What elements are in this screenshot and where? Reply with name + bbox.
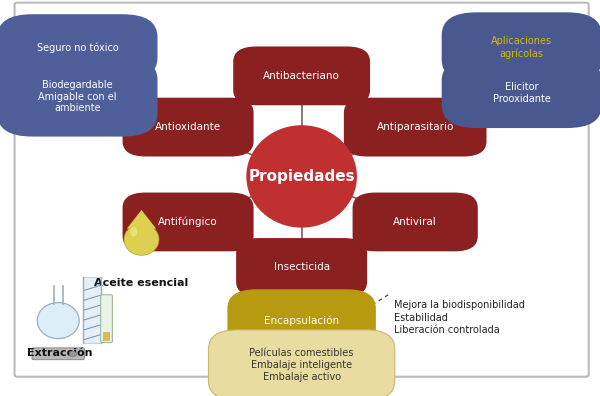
FancyBboxPatch shape <box>0 57 158 137</box>
Text: Antiparasitario: Antiparasitario <box>376 122 454 132</box>
FancyBboxPatch shape <box>442 12 600 82</box>
FancyBboxPatch shape <box>442 58 600 128</box>
FancyBboxPatch shape <box>14 3 589 377</box>
FancyBboxPatch shape <box>122 98 254 156</box>
FancyBboxPatch shape <box>353 192 478 251</box>
Text: Liberación controlada: Liberación controlada <box>394 325 499 335</box>
Text: Antiviral: Antiviral <box>394 217 437 227</box>
Text: Extracción: Extracción <box>27 348 93 358</box>
FancyBboxPatch shape <box>103 332 110 341</box>
Text: Aceite esencial: Aceite esencial <box>94 278 188 287</box>
Ellipse shape <box>124 224 159 255</box>
Ellipse shape <box>69 351 76 357</box>
Text: Antioxidante: Antioxidante <box>155 122 221 132</box>
FancyBboxPatch shape <box>233 46 370 105</box>
Text: Estabilidad: Estabilidad <box>394 312 448 323</box>
Polygon shape <box>127 210 156 228</box>
Text: Antibacteriano: Antibacteriano <box>263 71 340 81</box>
Text: Biodegardable
Amigable con el
ambiente: Biodegardable Amigable con el ambiente <box>38 80 116 113</box>
Text: Antifúngico: Antifúngico <box>158 217 218 227</box>
Text: Insecticida: Insecticida <box>274 263 329 272</box>
FancyBboxPatch shape <box>101 295 112 343</box>
Text: Aplicaciones
agrícolas: Aplicaciones agrícolas <box>491 36 553 59</box>
Ellipse shape <box>130 227 137 236</box>
FancyBboxPatch shape <box>344 98 487 156</box>
Ellipse shape <box>247 125 357 228</box>
Ellipse shape <box>37 303 79 339</box>
FancyBboxPatch shape <box>208 330 395 396</box>
FancyBboxPatch shape <box>236 238 367 297</box>
Text: Seguro no tóxico: Seguro no tóxico <box>37 42 118 53</box>
Text: Mejora la biodisponibilidad: Mejora la biodisponibilidad <box>394 301 524 310</box>
Text: Encapsulación: Encapsulación <box>264 315 339 326</box>
FancyBboxPatch shape <box>83 277 101 343</box>
FancyBboxPatch shape <box>122 192 254 251</box>
FancyBboxPatch shape <box>227 289 376 352</box>
FancyBboxPatch shape <box>0 14 158 81</box>
Text: Películas comestibles
Embalaje inteligente
Embalaje activo: Películas comestibles Embalaje inteligen… <box>250 348 354 382</box>
Text: Propiedades: Propiedades <box>248 169 355 184</box>
FancyBboxPatch shape <box>32 348 85 360</box>
Text: Elicitor
Prooxidante: Elicitor Prooxidante <box>493 82 551 104</box>
